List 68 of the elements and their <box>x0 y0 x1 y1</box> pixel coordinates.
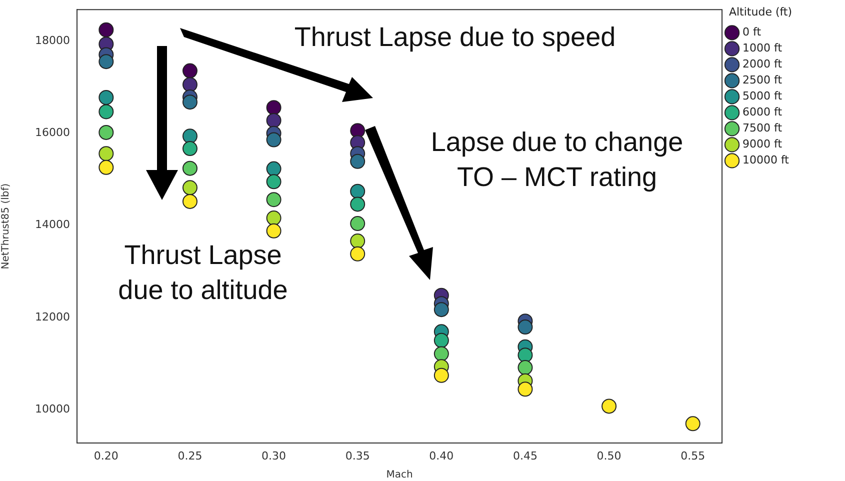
annotation: Lapse due to change TO – MCT rating <box>430 126 684 194</box>
point <box>350 154 366 169</box>
point <box>98 146 114 162</box>
y-tick-label: 10000 <box>35 402 70 416</box>
point <box>266 112 282 128</box>
point <box>266 210 282 226</box>
point <box>98 104 114 120</box>
x-axis-title: Mach <box>386 470 413 481</box>
x-tick-label: 0.35 <box>345 449 370 462</box>
legend-title: Altitude (ft) <box>728 5 792 18</box>
point <box>350 196 366 212</box>
legend-label: 5000 ft <box>742 90 783 103</box>
point <box>434 302 449 318</box>
point <box>98 160 114 175</box>
point <box>182 194 198 209</box>
x-tick-label: 0.20 <box>94 449 118 462</box>
point <box>182 63 198 78</box>
point <box>350 184 366 199</box>
point <box>434 332 449 348</box>
point <box>266 132 282 148</box>
legend-label: 2500 ft <box>742 74 783 87</box>
y-tick-label: 12000 <box>35 310 70 324</box>
point <box>602 398 617 414</box>
legend-label: 10000 ft <box>742 154 790 167</box>
x-tick-label: 0.25 <box>178 449 202 462</box>
point <box>518 382 533 397</box>
point <box>518 320 533 335</box>
point <box>98 90 114 105</box>
point <box>266 174 282 190</box>
x-tick-label: 0.50 <box>596 449 622 462</box>
point <box>350 216 366 232</box>
point <box>182 180 198 196</box>
annotation: Thrust Lapse due to altitude <box>117 239 289 308</box>
x-tick-label: 0.40 <box>429 449 454 462</box>
x-tick-label: 0.30 <box>262 449 286 462</box>
point <box>518 360 533 376</box>
point <box>518 348 533 363</box>
x-tick-label: 0.45 <box>512 449 538 462</box>
point <box>98 124 114 140</box>
point <box>266 192 282 208</box>
legend-label: 0 ft <box>742 26 762 39</box>
point <box>350 123 366 138</box>
legend-label: 2000 ft <box>742 58 783 71</box>
annotation: Thrust Lapse due to speed <box>293 21 617 54</box>
point <box>350 234 366 249</box>
point <box>434 368 449 383</box>
point <box>182 77 198 92</box>
point <box>182 94 198 110</box>
point <box>350 246 366 262</box>
point <box>182 128 198 144</box>
legend-label: 6000 ft <box>742 106 783 119</box>
point <box>266 161 282 176</box>
point <box>434 346 449 362</box>
legend-label: 1000 ft <box>742 42 783 55</box>
point <box>266 223 282 238</box>
point <box>182 141 198 156</box>
point <box>98 54 114 70</box>
y-axis-title: NetThrust85 (lbf) <box>0 183 12 270</box>
point <box>266 100 282 116</box>
legend-label: 7500 ft <box>742 122 783 135</box>
point <box>182 160 198 176</box>
point <box>98 22 114 38</box>
point <box>685 416 700 432</box>
y-tick-label: 18000 <box>35 34 70 48</box>
x-tick-label: 0.55 <box>680 449 706 462</box>
legend-label: 9000 ft <box>742 138 783 151</box>
y-tick-label: 16000 <box>35 126 70 140</box>
y-tick-label: 14000 <box>35 218 70 232</box>
